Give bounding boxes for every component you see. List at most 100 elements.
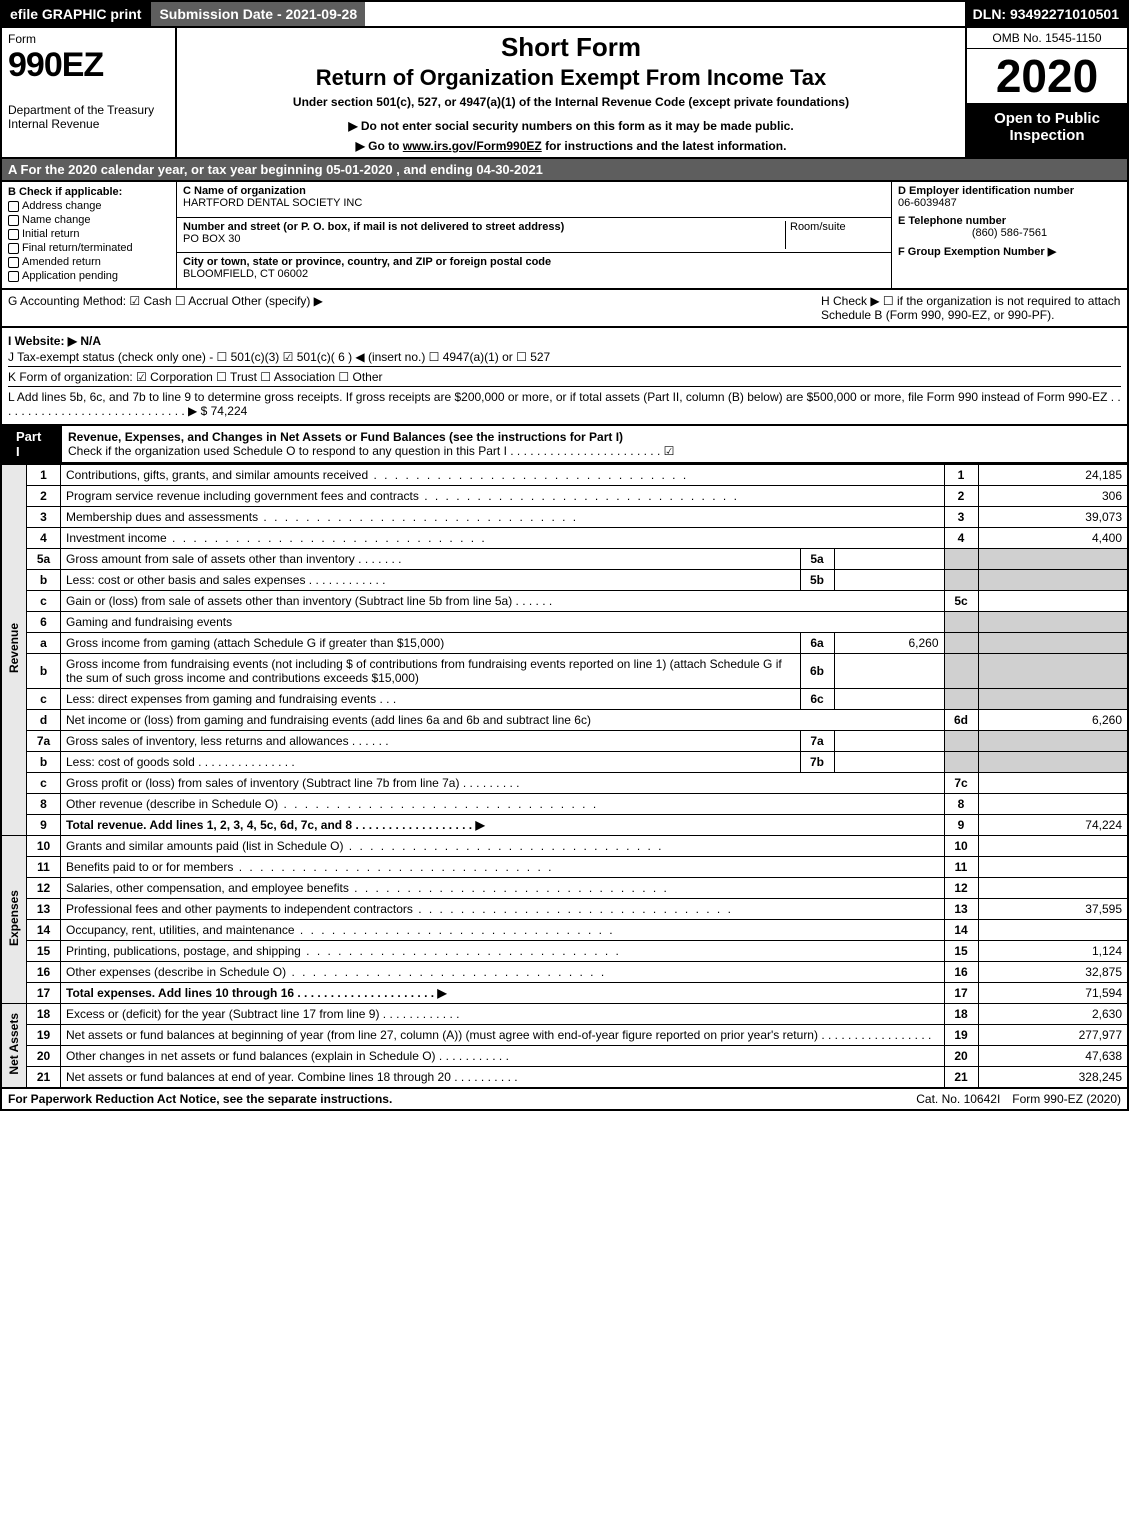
- l15-desc: Printing, publications, postage, and shi…: [66, 944, 301, 958]
- title-return: Return of Organization Exempt From Incom…: [183, 65, 959, 91]
- l15-ln: 15: [944, 941, 978, 962]
- l6a-sn: 6a: [800, 633, 834, 654]
- l18-ln: 18: [944, 1004, 978, 1025]
- irs-link[interactable]: www.irs.gov/Form990EZ: [403, 139, 542, 153]
- line-8: 8 Other revenue (describe in Schedule O)…: [1, 794, 1128, 815]
- tax-exempt-row: J Tax-exempt status (check only one) - ☐…: [8, 350, 1121, 364]
- l20-ln: 20: [944, 1046, 978, 1067]
- l18-num: 18: [27, 1004, 61, 1025]
- row-city: City or town, state or province, country…: [177, 253, 891, 288]
- l7c-desc: Gross profit or (loss) from sales of inv…: [66, 776, 459, 790]
- gross-receipts-row: L Add lines 5b, 6c, and 7b to line 9 to …: [8, 386, 1121, 418]
- l19-desc: Net assets or fund balances at beginning…: [66, 1028, 818, 1042]
- l6b-sn: 6b: [800, 654, 834, 689]
- l16-ln: 16: [944, 962, 978, 983]
- chk-amended-return: Amended return: [8, 256, 170, 268]
- form-header: Form 990EZ Department of the Treasury In…: [0, 28, 1129, 159]
- l5a-desc: Gross amount from sale of assets other t…: [66, 552, 355, 566]
- l14-num: 14: [27, 920, 61, 941]
- l9-num: 9: [27, 815, 61, 836]
- l1-amt: 24,185: [978, 465, 1128, 486]
- l6-desc: Gaming and fundraising events: [61, 612, 945, 633]
- website-row: I Website: ▶ N/A: [8, 334, 1121, 348]
- l16-num: 16: [27, 962, 61, 983]
- l4-ln: 4: [944, 528, 978, 549]
- l4-desc: Investment income: [66, 531, 167, 545]
- l6b-sv: [834, 654, 944, 689]
- l6b-ln-grey: [944, 654, 978, 689]
- revenue-side: Revenue: [1, 465, 27, 836]
- goto-pre: ▶ Go to: [356, 139, 403, 153]
- l2-amt: 306: [978, 486, 1128, 507]
- l19-ln: 19: [944, 1025, 978, 1046]
- l6d-num: d: [27, 710, 61, 731]
- l14-desc: Occupancy, rent, utilities, and maintena…: [66, 923, 295, 937]
- l6b-desc: Gross income from fundraising events (no…: [61, 654, 801, 689]
- line-6b: b Gross income from fundraising events (…: [1, 654, 1128, 689]
- l8-amt: [978, 794, 1128, 815]
- part1-sub-text: Check if the organization used Schedule …: [68, 444, 674, 458]
- l6a-ln-grey: [944, 633, 978, 654]
- street-label: Number and street (or P. O. box, if mail…: [183, 221, 564, 233]
- l6d-amt: 6,260: [978, 710, 1128, 731]
- l7b-ln-grey: [944, 752, 978, 773]
- l7b-num: b: [27, 752, 61, 773]
- opt-name: Name change: [22, 214, 91, 226]
- line-18: Net Assets 18 Excess or (deficit) for th…: [1, 1004, 1128, 1025]
- l9-desc: Total revenue. Add lines 1, 2, 3, 4, 5c,…: [66, 818, 485, 832]
- footer-left: For Paperwork Reduction Act Notice, see …: [2, 1089, 910, 1109]
- dept-label: Department of the Treasury Internal Reve…: [8, 103, 169, 131]
- line-6c: c Less: direct expenses from gaming and …: [1, 689, 1128, 710]
- line-7c: c Gross profit or (loss) from sales of i…: [1, 773, 1128, 794]
- l6c-amt-grey: [978, 689, 1128, 710]
- line-15: 15 Printing, publications, postage, and …: [1, 941, 1128, 962]
- l2-ln: 2: [944, 486, 978, 507]
- l20-amt: 47,638: [978, 1046, 1128, 1067]
- chk-initial-return: Initial return: [8, 228, 170, 240]
- group-sect: F Group Exemption Number ▶: [898, 245, 1121, 258]
- l15-num: 15: [27, 941, 61, 962]
- info-box: B Check if applicable: Address change Na…: [0, 182, 1129, 290]
- line-17: 17 Total expenses. Add lines 10 through …: [1, 983, 1128, 1004]
- l5c-desc: Gain or (loss) from sale of assets other…: [66, 594, 512, 608]
- col-d: D Employer identification number 06-6039…: [892, 182, 1127, 288]
- l8-desc: Other revenue (describe in Schedule O): [66, 797, 278, 811]
- street-value: PO BOX 30: [183, 233, 240, 245]
- lines-table: Revenue 1 Contributions, gifts, grants, …: [0, 464, 1129, 1089]
- l19-amt: 277,977: [978, 1025, 1128, 1046]
- l7a-amt-grey: [978, 731, 1128, 752]
- l3-desc: Membership dues and assessments: [66, 510, 258, 524]
- chk-address-change: Address change: [8, 200, 170, 212]
- l4-amt: 4,400: [978, 528, 1128, 549]
- l21-desc: Net assets or fund balances at end of ye…: [66, 1070, 451, 1084]
- tel-sect: E Telephone number (860) 586-7561: [898, 215, 1121, 239]
- l11-desc: Benefits paid to or for members: [66, 860, 233, 874]
- line-1: Revenue 1 Contributions, gifts, grants, …: [1, 465, 1128, 486]
- l6c-desc: Less: direct expenses from gaming and fu…: [66, 692, 376, 706]
- l5b-sv: [834, 570, 944, 591]
- l6c-sv: [834, 689, 944, 710]
- l13-desc: Professional fees and other payments to …: [66, 902, 413, 916]
- l5b-sn: 5b: [800, 570, 834, 591]
- part1-header: Part I Revenue, Expenses, and Changes in…: [0, 426, 1129, 464]
- line-5b: b Less: cost or other basis and sales ex…: [1, 570, 1128, 591]
- header-left: Form 990EZ Department of the Treasury In…: [2, 28, 177, 157]
- l5a-num: 5a: [27, 549, 61, 570]
- l6a-num: a: [27, 633, 61, 654]
- chk-final-return: Final return/terminated: [8, 242, 170, 254]
- l12-amt: [978, 878, 1128, 899]
- line-9: 9 Total revenue. Add lines 1, 2, 3, 4, 5…: [1, 815, 1128, 836]
- l3-amt: 39,073: [978, 507, 1128, 528]
- l16-amt: 32,875: [978, 962, 1128, 983]
- l5a-ln-grey: [944, 549, 978, 570]
- col-c: C Name of organization HARTFORD DENTAL S…: [177, 182, 892, 288]
- tax-year-bar: A For the 2020 calendar year, or tax yea…: [0, 159, 1129, 182]
- line-6a: a Gross income from gaming (attach Sched…: [1, 633, 1128, 654]
- group-label: F Group Exemption Number ▶: [898, 245, 1121, 258]
- goto-post: for instructions and the latest informat…: [542, 139, 787, 153]
- l5b-desc: Less: cost or other basis and sales expe…: [66, 573, 305, 587]
- l7b-sn: 7b: [800, 752, 834, 773]
- line-5c: c Gain or (loss) from sale of assets oth…: [1, 591, 1128, 612]
- l7b-desc: Less: cost of goods sold: [66, 755, 195, 769]
- part1-title: Revenue, Expenses, and Changes in Net As…: [62, 426, 1127, 462]
